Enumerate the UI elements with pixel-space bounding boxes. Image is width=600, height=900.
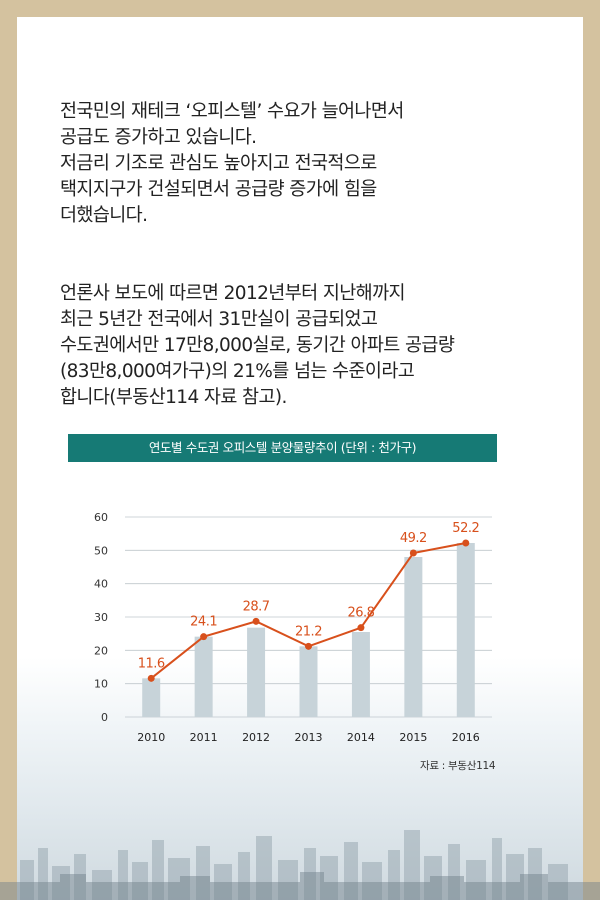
data-label: 52.2 (452, 521, 479, 536)
y-tick-label: 0 (101, 711, 108, 724)
data-label: 24.1 (190, 615, 217, 630)
y-tick-label: 30 (94, 611, 108, 624)
data-label: 11.6 (138, 656, 165, 671)
bar (404, 557, 423, 717)
series-point (147, 674, 155, 682)
chart-labels: 0 10 20 30 40 50 60 11.6 24.1 28.7 21.2 26.8 49.2 52.… (94, 511, 480, 744)
x-tick-label: 2014 (347, 731, 375, 744)
intro-line: 더했습니다. (60, 205, 148, 226)
bar (142, 678, 161, 717)
x-tick-label: 2013 (295, 731, 323, 744)
intro-line: 공급도 증가하고 있습니다. (60, 127, 257, 148)
report-line: 합니다(부동산114 자료 참고). (60, 387, 287, 408)
bar (299, 646, 318, 717)
bar (247, 627, 266, 717)
intro-line: 택지지구가 건설되면서 공급량 증가에 힘을 (60, 179, 377, 200)
bar (194, 636, 213, 717)
data-label: 21.2 (295, 624, 322, 639)
series-point (462, 539, 470, 547)
y-tick-label: 10 (94, 678, 108, 691)
intro-line: 전국민의 재테크 ‘오피스텔’ 수요가 늘어나면서 (60, 101, 404, 122)
chart-title: 연도별 수도권 오피스텔 분양물량추이 (단위 : 천가구) (68, 434, 497, 462)
y-tick-label: 50 (94, 544, 108, 557)
data-label: 49.2 (400, 531, 427, 546)
bar (351, 632, 370, 717)
bar (456, 543, 475, 717)
data-label: 26.8 (347, 606, 374, 621)
chart-bars (142, 543, 475, 717)
series-point (200, 633, 208, 641)
report-line: (83만8,000여가구)의 21%를 넘는 수준이라고 (60, 361, 415, 382)
data-label: 28.7 (243, 599, 270, 614)
series-point (305, 642, 312, 650)
x-tick-label: 2015 (399, 731, 427, 744)
x-tick-label: 2010 (137, 731, 165, 744)
x-tick-label: 2011 (190, 731, 218, 744)
chart-line (147, 539, 470, 682)
intro-line: 저금리 기조로 관심도 높아지고 전국적으로 (60, 153, 377, 174)
series-point (357, 624, 365, 632)
city-skyline-image (0, 830, 600, 900)
source-note: 자료 : 부동산114 (420, 760, 496, 772)
report-line: 수도권에서만 17만8,000실로, 동기간 아파트 공급량 (60, 335, 455, 356)
report-line: 언론사 보도에 따르면 2012년부터 지난해까지 (60, 283, 406, 304)
y-tick-label: 40 (94, 578, 108, 591)
y-tick-label: 20 (94, 644, 108, 657)
x-tick-label: 2016 (452, 731, 480, 744)
x-tick-label: 2012 (242, 731, 270, 744)
y-tick-label: 60 (94, 511, 108, 524)
report-line: 최근 5년간 전국에서 31만실이 공급되었고 (60, 309, 378, 330)
series-point (252, 617, 260, 625)
series-point (409, 549, 417, 557)
